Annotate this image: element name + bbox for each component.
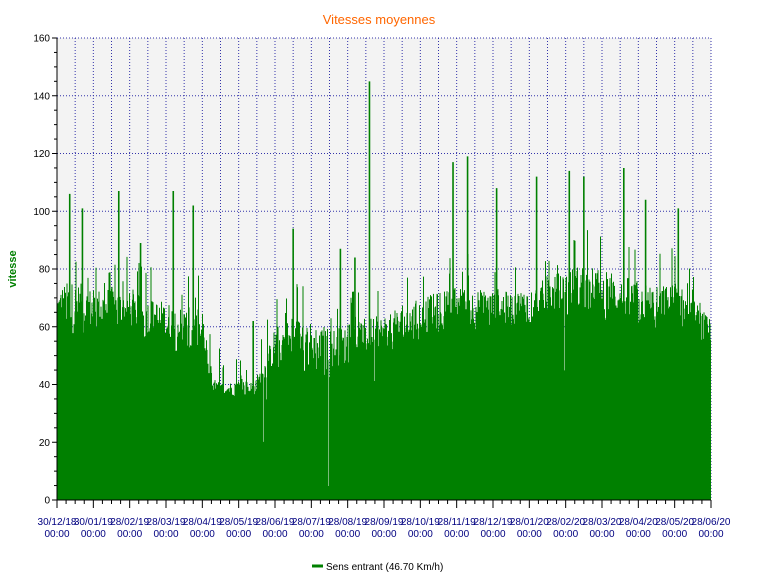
x-tick-label-time: 00:00 [299, 529, 324, 540]
x-tick-label: 28/03/19 [147, 517, 186, 528]
x-tick-label-time: 00:00 [371, 529, 396, 540]
x-tick-label: 28/03/20 [583, 517, 622, 528]
y-tick-label: 40 [39, 380, 51, 391]
legend-label: Sens entrant (46.70 Km/h) [326, 562, 443, 573]
chart-title: Vitesses moyennes [323, 12, 436, 27]
x-tick-label: 30/01/19 [74, 517, 113, 528]
x-tick-label-time: 00:00 [226, 529, 251, 540]
x-tick-label-time: 00:00 [626, 529, 651, 540]
x-tick-label: 28/06/19 [256, 517, 295, 528]
x-tick-label: 28/12/19 [474, 517, 513, 528]
x-tick-label-time: 00:00 [262, 529, 287, 540]
x-tick-label-time: 00:00 [662, 529, 687, 540]
axes: 02040608010012014016030/12/1800:0030/01/… [33, 34, 731, 541]
x-tick-label-time: 00:00 [44, 529, 69, 540]
x-tick-label-time: 00:00 [517, 529, 542, 540]
data-bars [57, 81, 711, 500]
x-tick-label-time: 00:00 [589, 529, 614, 540]
x-tick-label: 28/01/20 [510, 517, 549, 528]
x-tick-label: 28/07/19 [292, 517, 331, 528]
x-tick-label: 28/05/20 [655, 517, 694, 528]
x-tick-label: 28/02/20 [546, 517, 585, 528]
x-tick-label-time: 00:00 [698, 529, 723, 540]
y-tick-label: 20 [39, 438, 51, 449]
x-tick-label-time: 00:00 [444, 529, 469, 540]
x-tick-label: 28/02/19 [110, 517, 149, 528]
x-tick-label: 28/10/19 [401, 517, 440, 528]
x-tick-label: 28/04/19 [183, 517, 222, 528]
x-tick-label-time: 00:00 [480, 529, 505, 540]
x-tick-label: 28/11/19 [438, 517, 477, 528]
x-tick-label: 28/06/20 [692, 517, 731, 528]
legend: Sens entrant (46.70 Km/h) [312, 562, 443, 573]
y-tick-label: 100 [33, 207, 50, 218]
x-tick-label: 28/05/19 [219, 517, 258, 528]
x-tick-label: 28/08/19 [328, 517, 367, 528]
y-tick-label: 80 [39, 265, 51, 276]
x-tick-label: 28/04/20 [619, 517, 658, 528]
x-tick-label-time: 00:00 [190, 529, 215, 540]
x-tick-label-time: 00:00 [408, 529, 433, 540]
y-tick-label: 0 [44, 496, 50, 507]
y-tick-label: 120 [33, 149, 50, 160]
y-tick-label: 160 [33, 34, 50, 45]
x-tick-label: 30/12/18 [38, 517, 77, 528]
x-tick-label-time: 00:00 [553, 529, 578, 540]
x-tick-label-time: 00:00 [153, 529, 178, 540]
x-tick-label-time: 00:00 [335, 529, 360, 540]
x-tick-label-time: 00:00 [81, 529, 106, 540]
x-tick-label-time: 00:00 [117, 529, 142, 540]
x-tick-label: 28/09/19 [365, 517, 404, 528]
y-axis-label: vitesse [7, 250, 19, 287]
y-tick-label: 60 [39, 322, 51, 333]
y-tick-label: 140 [33, 91, 50, 102]
